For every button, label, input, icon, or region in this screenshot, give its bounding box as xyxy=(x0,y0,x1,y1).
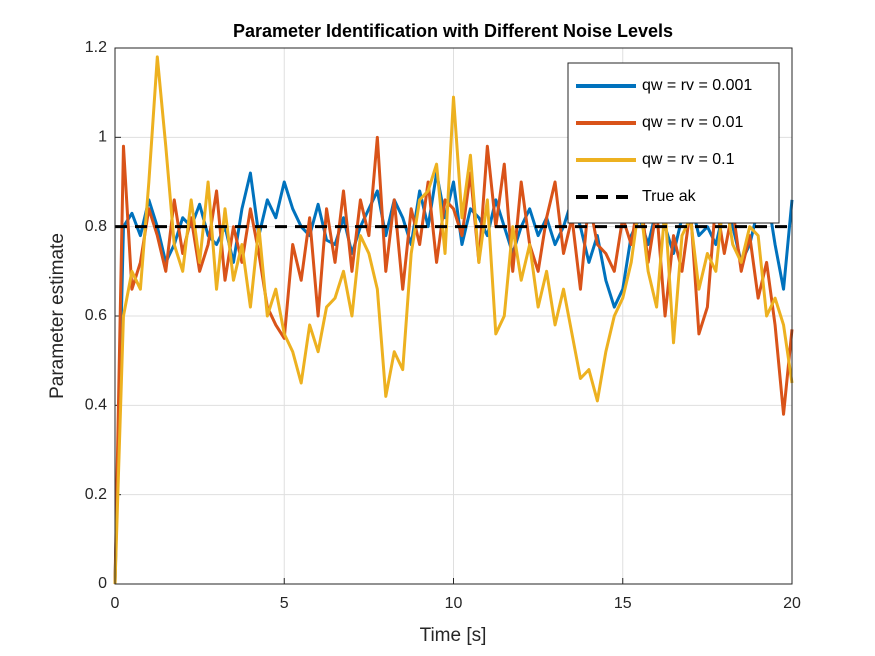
legend-label: qw = rv = 0.1 xyxy=(642,151,735,168)
y-tick-label: 0.4 xyxy=(85,397,107,414)
y-tick-label: 0.8 xyxy=(85,218,107,235)
axes-box xyxy=(114,47,793,585)
x-tick-label: 15 xyxy=(614,595,632,612)
x-tick-label: 20 xyxy=(783,595,801,612)
y-tick-label: 0 xyxy=(98,575,107,592)
y-axis-label: Parameter estimate xyxy=(47,233,68,399)
legend-label: qw = rv = 0.01 xyxy=(642,114,743,131)
x-axis-label: Time [s] xyxy=(420,625,487,646)
y-tick-label: 0.2 xyxy=(85,486,107,503)
legend-label: qw = rv = 0.001 xyxy=(642,77,752,94)
chart-title: Parameter Identification with Different … xyxy=(233,21,673,41)
y-tick-label: 1.2 xyxy=(85,39,107,56)
x-tick-label: 5 xyxy=(280,595,289,612)
x-tick-label: 10 xyxy=(445,595,463,612)
legend: qw = rv = 0.001 qw = rv = 0.01 qw = rv = 0… xyxy=(567,62,780,224)
legend-label: True ak xyxy=(642,188,697,205)
y-tick-label: 1 xyxy=(98,129,107,146)
data-line xyxy=(113,55,794,585)
y-tick-label: 0.6 xyxy=(85,307,107,324)
x-tick-label: 0 xyxy=(111,595,120,612)
